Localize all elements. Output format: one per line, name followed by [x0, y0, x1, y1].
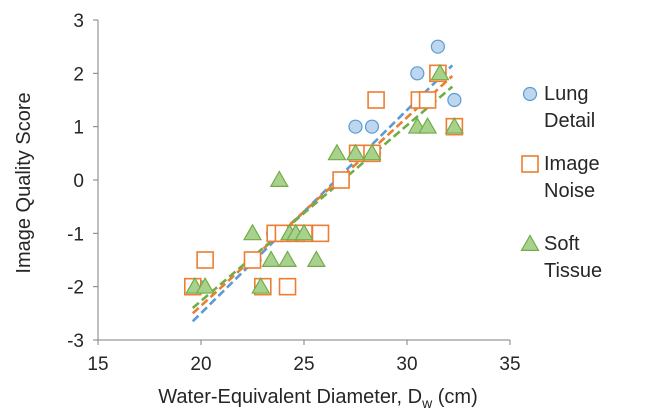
trendline-square [191, 75, 454, 315]
legend: Lung Detail Image Noise Soft Tissue [520, 83, 602, 282]
trendlines [191, 64, 454, 323]
data-point-square [243, 251, 262, 269]
data-markers [183, 39, 464, 296]
data-point-square [418, 91, 437, 109]
y-tick-label: -2 [67, 278, 84, 299]
data-point-triangle [306, 250, 326, 267]
data-point-circle [364, 119, 380, 134]
data-point-square [332, 171, 350, 189]
data-point-triangle [261, 250, 281, 267]
data-point-circle [430, 39, 445, 54]
data-point-triangle [345, 143, 366, 161]
y-tick-label: 1 [73, 118, 84, 139]
legend-label: Noise [544, 180, 595, 202]
y-axis: -3 -2 -1 0 1 2 3 [67, 11, 99, 352]
data-point-triangle [251, 276, 271, 294]
x-tick-label: 30 [396, 354, 417, 375]
x-tick-label: 20 [190, 354, 211, 375]
y-tick-label: 2 [73, 64, 84, 85]
legend-label: Tissue [544, 260, 602, 282]
trendline-circle [191, 64, 454, 323]
data-point-triangle [327, 143, 347, 161]
legend-label: Image [544, 153, 600, 175]
x-axis: 15 20 25 30 35 [87, 339, 521, 375]
data-point-triangle [294, 223, 314, 241]
legend-marker-square [521, 155, 539, 173]
trendline-triangle [191, 85, 454, 309]
data-point-triangle [430, 63, 450, 81]
y-tick-label: 3 [73, 11, 84, 32]
data-point-square [367, 91, 385, 109]
legend-label: Lung [544, 83, 589, 105]
legend-label: Detail [544, 110, 595, 132]
data-point-circle [447, 92, 462, 108]
data-point-square [311, 224, 330, 243]
legend-marker-triangle [520, 234, 540, 251]
data-point-square [196, 251, 214, 269]
legend-marker-circle [522, 86, 538, 102]
y-tick-label: 0 [73, 171, 84, 192]
data-point-triangle [242, 223, 263, 241]
legend-label: Soft [544, 233, 580, 255]
y-axis-title: Image Quality Score [13, 92, 35, 273]
x-tick-label: 25 [293, 354, 314, 375]
y-tick-label: -3 [67, 331, 84, 352]
data-point-triangle [362, 143, 382, 161]
y-tick-label: -1 [67, 224, 84, 245]
x-tick-label: 35 [499, 354, 520, 375]
x-tick-label: 15 [87, 354, 108, 375]
data-point-triangle [269, 170, 289, 187]
data-point-circle [348, 119, 363, 134]
data-point-triangle [277, 250, 298, 267]
x-axis-title: Water-Equivalent Diameter, Dw (cm) [158, 386, 477, 411]
data-point-circle [410, 66, 425, 81]
data-point-triangle [444, 116, 464, 134]
data-point-square [278, 277, 297, 296]
data-point-triangle [195, 276, 215, 294]
data-point-triangle [418, 116, 438, 134]
